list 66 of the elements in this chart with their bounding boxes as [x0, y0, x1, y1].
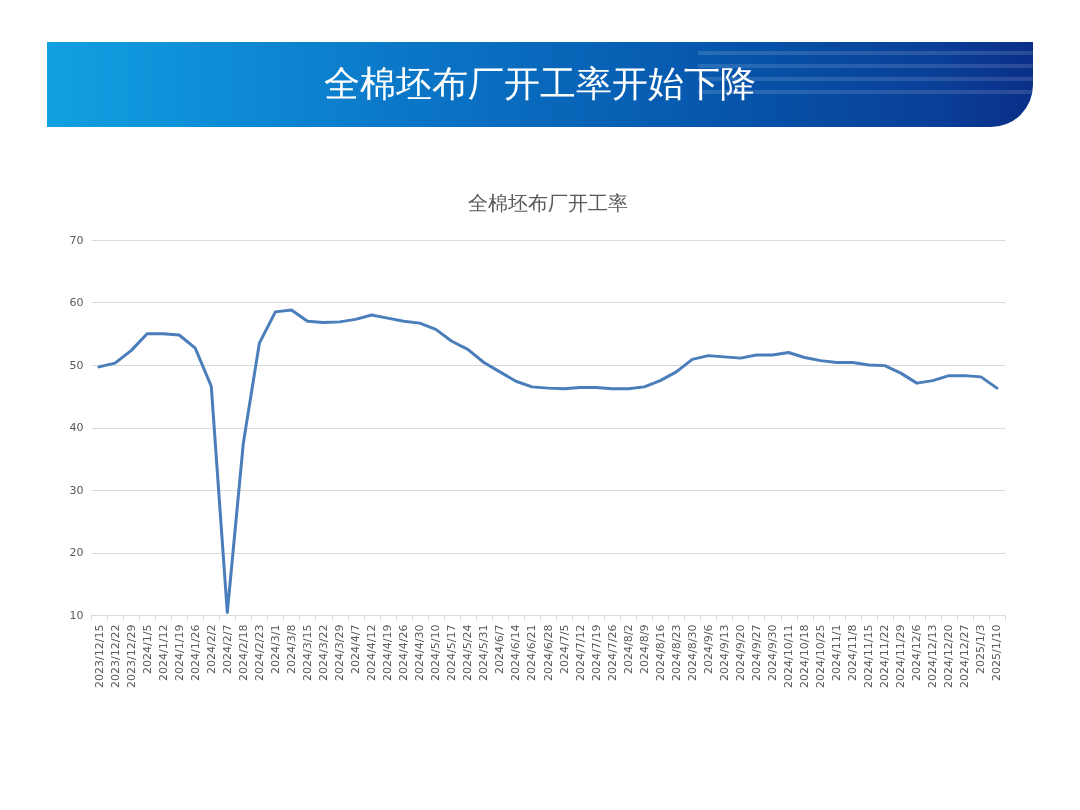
x-tick-label: 2024/8/16 [653, 624, 667, 681]
x-tick-label: 2023/12/22 [108, 624, 122, 688]
x-tick-label: 2024/5/31 [477, 624, 491, 681]
x-tick-label: 2024/2/7 [220, 624, 234, 674]
x-tick-label: 2024/8/30 [685, 624, 699, 681]
x-tick-label: 2024/3/29 [333, 624, 347, 681]
x-tick-label: 2024/4/19 [381, 624, 395, 681]
y-tick-label: 50 [69, 358, 84, 372]
x-tick-label: 2024/5/10 [429, 624, 443, 681]
x-tick-label: 2024/2/23 [252, 624, 266, 681]
x-tick-label: 2024/5/17 [445, 624, 459, 681]
x-tick-label: 2024/1/26 [188, 624, 202, 681]
x-tick-label: 2024/11/8 [846, 624, 860, 681]
y-tick-label: 10 [69, 608, 84, 622]
x-tick-label: 2024/7/26 [605, 624, 619, 681]
x-tick-label: 2024/3/22 [317, 624, 331, 681]
x-tick-label: 2024/3/15 [300, 624, 314, 681]
x-tick-label: 2023/12/29 [124, 624, 138, 688]
x-tick-label: 2024/7/5 [557, 624, 571, 674]
x-tick-label: 2024/7/12 [573, 624, 587, 681]
x-tick-label: 2024/5/24 [461, 624, 475, 681]
x-tick-label: 2024/1/12 [156, 624, 170, 681]
x-tick-label: 2024/12/13 [926, 624, 940, 688]
x-tick-label: 2024/9/13 [717, 624, 731, 681]
x-tick-label: 2024/6/7 [493, 624, 507, 674]
x-tick-label: 2024/1/5 [140, 624, 154, 674]
x-tick-label: 2024/9/20 [733, 624, 747, 681]
y-tick-label: 20 [69, 546, 84, 559]
x-tick-label: 2024/9/30 [765, 624, 779, 681]
x-tick-label: 2024/3/8 [284, 624, 298, 674]
x-tick-label: 2024/1/19 [172, 624, 186, 681]
x-tick-label: 2024/9/27 [749, 624, 763, 681]
x-tick-label: 2024/2/2 [204, 624, 218, 674]
x-tick-label: 2024/11/15 [862, 624, 876, 688]
x-tick-label: 2024/8/9 [637, 624, 651, 674]
x-tick-label: 2024/8/2 [621, 624, 635, 674]
y-tick-label: 40 [69, 421, 84, 434]
x-tick-label: 2024/6/21 [525, 624, 539, 681]
y-tick-label: 60 [69, 296, 84, 309]
x-tick-label: 2024/4/30 [413, 624, 427, 681]
x-tick-label: 2024/12/20 [942, 624, 956, 688]
x-tick-label: 2024/2/18 [236, 624, 250, 681]
x-tick-label: 2024/4/12 [365, 624, 379, 681]
x-tick-label: 2024/12/6 [910, 624, 924, 681]
x-tick-label: 2025/1/3 [974, 624, 988, 674]
x-tick-label: 2025/1/10 [990, 624, 1004, 681]
x-tick-label: 2024/4/26 [397, 624, 411, 681]
x-tick-label: 2024/11/22 [878, 624, 892, 688]
x-tick-label: 2024/6/28 [541, 624, 555, 681]
x-tick-label: 2024/10/18 [798, 624, 812, 688]
x-tick-label: 2024/6/14 [509, 624, 523, 681]
x-tick-label: 2024/8/23 [669, 624, 683, 681]
x-tick-label: 2024/4/7 [349, 624, 363, 674]
x-tick-label: 2024/12/27 [958, 624, 972, 688]
x-tick-label: 2024/7/19 [589, 624, 603, 681]
x-tick-label: 2024/11/1 [830, 624, 844, 681]
x-tick-label: 2023/12/15 [92, 624, 106, 688]
line-series [97, 308, 999, 614]
y-tick-label: 70 [69, 233, 84, 247]
x-tick-label: 2024/11/29 [894, 624, 908, 688]
x-tick-label: 2024/3/1 [268, 624, 282, 674]
chart-subtitle: 全棉坯布厂开工率 [468, 191, 628, 215]
y-tick-label: 30 [69, 483, 84, 497]
x-tick-label: 2024/9/6 [701, 624, 715, 674]
x-tick-label: 2024/10/25 [814, 624, 828, 688]
x-tick-label: 2024/10/11 [782, 624, 796, 688]
